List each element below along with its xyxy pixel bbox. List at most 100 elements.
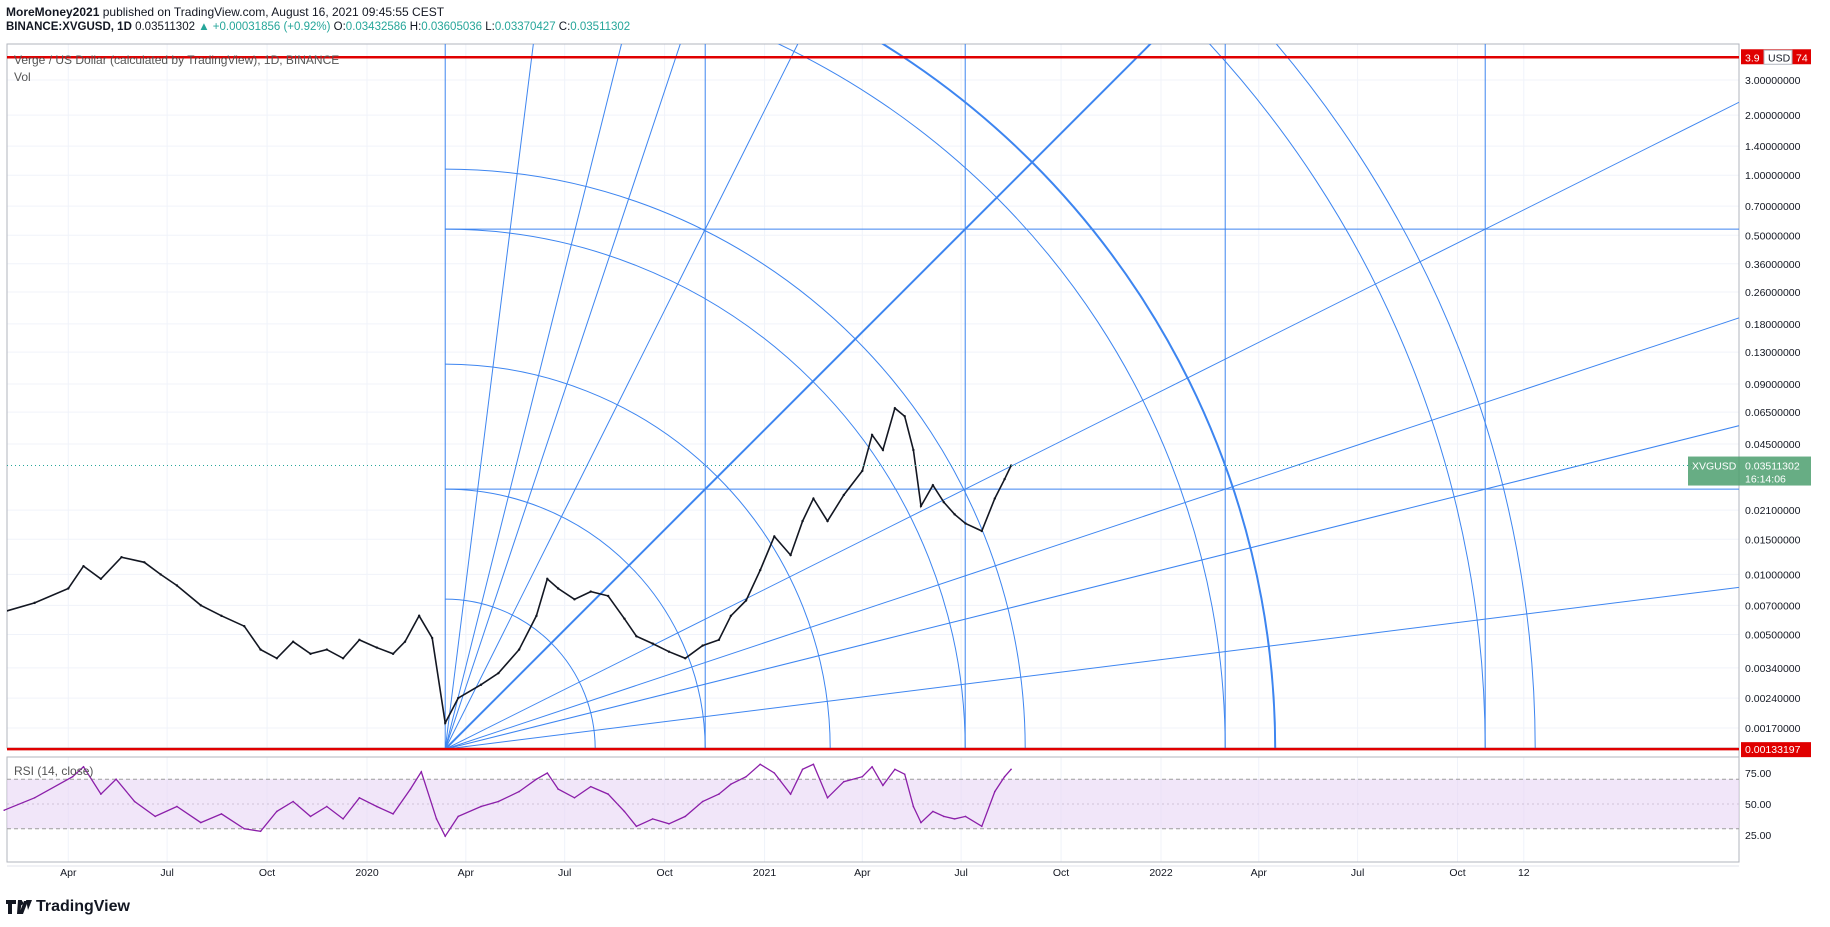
symbol-header: BINANCE:XVGUSD, 1D 0.03511302 ▲ +0.00031… [6,21,630,33]
rsi-label: RSI (14, close) [14,764,93,778]
rsi-point [668,823,670,825]
price-point [517,648,521,651]
price-tick-label: 0.70000000 [1745,201,1801,213]
price-point [120,555,123,559]
price-point [942,501,945,504]
gann-fan-ray [450,586,1739,748]
price-point [497,671,500,675]
gann-arc [1275,44,1536,748]
price-tick-label: 0.06500000 [1745,407,1801,419]
price-point [789,553,792,557]
gann-arc-guide [289,0,1485,749]
last-price-symbol: XVGUSD [1692,461,1737,473]
rsi-point [953,818,956,820]
price-point [1003,477,1006,481]
rsi-point [33,797,36,799]
price-tick-label: 0.18000000 [1745,319,1801,331]
rsi-point [82,766,85,768]
rsi-point [589,785,592,788]
rsi-point [309,815,312,818]
price-tick-label: 3.00000000 [1745,75,1801,87]
close-label: C: [558,21,571,33]
rsi-point [100,793,102,795]
tradingview-logo-icon [6,900,32,914]
time-tick-label: Oct [1449,867,1465,879]
time-axis[interactable]: Apr Jul Oct 2020 Apr Jul Oct 2021 Apr Jul Oct 2022 A… [7,865,1739,879]
price-point [391,652,395,656]
price-point [931,483,935,487]
author-name[interactable]: MoreMoney2021 [6,5,100,19]
price-point [729,614,733,618]
price-tick-label: 0.09000000 [1745,379,1801,391]
gann-arc [445,228,966,748]
price-tick-label: 0.02100000 [1745,505,1801,517]
rsi-point [557,788,559,790]
time-tick-label: Apr [458,867,475,879]
price-point [773,535,776,538]
rsi-line [3,763,1012,838]
time-tick-label: Oct [1053,867,1069,879]
time-tick-label: Jul [1351,867,1364,879]
price-point [3,611,5,613]
gann-arc [445,168,1026,748]
currency-badge[interactable] [1763,49,1793,65]
time-tick-label: 2022 [1149,867,1173,879]
high-line-label-suffix: 74 [1796,52,1808,64]
tradingview-logo[interactable]: TradingView [6,898,130,916]
price-point [325,648,329,651]
grid [7,44,1739,862]
price-point [980,529,983,533]
rsi-tick-label: 75.00 [1745,768,1771,780]
gann-fan-ray [444,44,623,748]
price-tick-label: 0.36000000 [1745,259,1801,271]
price-series [3,406,1739,726]
time-tick-label: Oct [656,867,672,879]
price-tick-label: 0.01500000 [1745,534,1801,546]
price-point [919,504,923,508]
price-point [717,638,721,642]
rsi-point [133,800,136,803]
price-tick-label: 0.26000000 [1745,287,1801,299]
price-point [99,577,103,581]
price-point [651,642,654,645]
gann-fan-drawing[interactable] [282,0,1830,749]
price-point [143,561,146,564]
price-point [812,497,815,500]
rsi-point [3,809,6,811]
rsi-point [882,784,884,787]
rsi-point [546,772,549,774]
rsi-point [375,805,378,808]
rsi-point [358,797,361,799]
gann-arc [445,488,706,748]
price-point [870,433,874,437]
gann-arc [445,363,831,748]
rsi-tick-label: 50.00 [1745,799,1771,811]
price-axis[interactable]: 3.00000000 2.00000000 1.40000000 1.00000000… [1745,75,1801,735]
gann-arc-guide [321,0,1276,749]
rsi-point [409,788,412,790]
price-point [993,497,997,500]
published-text: published on TradingView.com, August 16,… [102,5,445,19]
rsi-point [1010,768,1012,771]
horizontal-lines[interactable] [7,56,1739,751]
gann-arc-guide [328,0,1225,749]
time-tick-label: Apr [854,867,871,879]
price-tick-label: 0.00340000 [1745,663,1801,675]
price-tick-label: 1.40000000 [1745,141,1801,153]
price-change: +0.00031856 (+0.92%) [212,21,331,33]
rsi-pane: 75.00 50.00 25.00 [3,763,1771,842]
price-tick-label: 0.00700000 [1745,600,1801,612]
price-tick-label: 0.01000000 [1745,569,1801,581]
rsi-point [718,793,720,795]
high-line-label: 3.9 [1745,52,1760,64]
price-point [159,573,162,576]
time-tick-label: 12 [1518,867,1530,879]
price-point [744,599,748,602]
time-tick-label: Apr [1251,867,1268,879]
price-point [964,522,967,525]
price-point [701,644,704,647]
gann-arc [880,44,1277,748]
rsi-point [801,768,804,771]
rsi-point [745,775,747,778]
